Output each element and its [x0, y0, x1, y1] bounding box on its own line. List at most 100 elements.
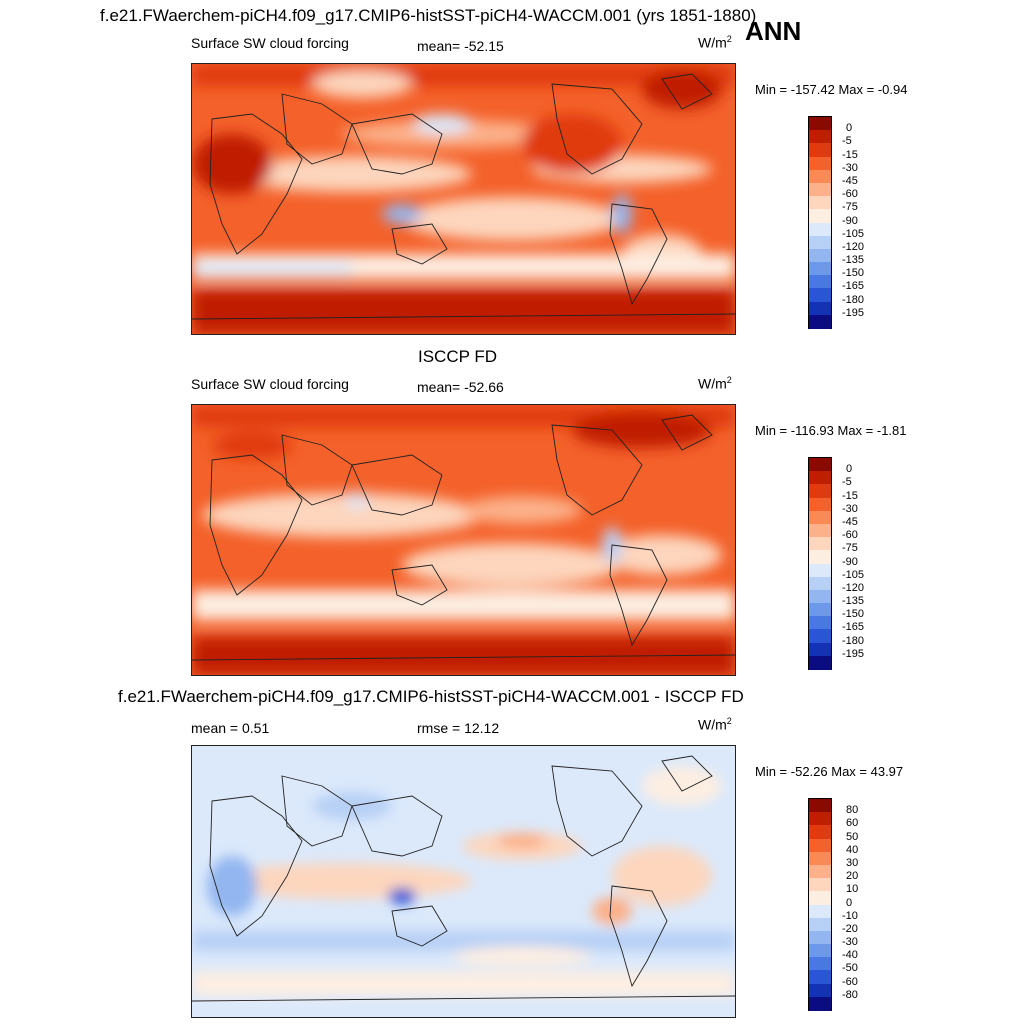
colorbar-tick-label: -165	[842, 621, 865, 634]
colorbar-tick-label: -60	[842, 529, 858, 542]
colorbar-tick-label: -105	[842, 568, 865, 581]
colorbar-tick-label: -30	[842, 502, 858, 515]
colorbar-tick-label: 0	[846, 896, 853, 909]
colorbar-swatch	[809, 904, 831, 919]
colorbar-tick-label: -150	[842, 267, 865, 280]
panel-diff-colorbar	[808, 798, 832, 1011]
colorbar-tick-label: -150	[842, 608, 865, 621]
colorbar-tick-label: -5	[842, 476, 852, 489]
colorbar-swatch	[809, 117, 831, 131]
colorbar-tick-label: 50	[846, 830, 859, 843]
colorbar-swatch	[809, 235, 831, 250]
colorbar-tick-label: -180	[842, 293, 865, 306]
colorbar-swatch	[809, 930, 831, 945]
colorbar-tick-label: -135	[842, 595, 865, 608]
colorbar-swatch	[809, 603, 831, 617]
colorbar-swatch	[809, 825, 831, 840]
colorbar-tick-label: 0	[846, 463, 853, 476]
colorbar-tick-label: -165	[842, 280, 865, 293]
colorbar-swatch	[809, 458, 831, 472]
colorbar-swatch	[809, 838, 831, 853]
colorbar-tick-label: -60	[842, 188, 858, 201]
colorbar-tick-label: 60	[846, 817, 859, 830]
panel-diff-heading: f.e21.FWaerchem-piCH4.f09_g17.CMIP6-hist…	[118, 687, 744, 706]
colorbar-swatch	[809, 156, 831, 171]
colorbar-tick-label: -30	[842, 936, 858, 949]
panel-model-units: W/m2	[698, 34, 732, 51]
panel-diff-units: W/m2	[698, 716, 732, 733]
colorbar-tick-label: -75	[842, 201, 858, 214]
colorbar-tick-label: 30	[846, 856, 859, 869]
colorbar-tick-label: -90	[842, 214, 858, 227]
colorbar-swatch	[809, 471, 831, 485]
colorbar-swatch	[809, 484, 831, 499]
panel-obs-colorbar	[808, 457, 832, 670]
panel-diff-mean: mean = 0.51	[191, 720, 270, 736]
colorbar-swatch	[809, 589, 831, 604]
colorbar-swatch	[809, 248, 831, 263]
colorbar-swatch	[809, 864, 831, 879]
colorbar-tick-label: -195	[842, 306, 865, 319]
panel-model-map	[191, 63, 736, 335]
colorbar-swatch	[809, 262, 831, 276]
colorbar-swatch	[809, 970, 831, 985]
colorbar-tick-label: -120	[842, 240, 865, 253]
colorbar-swatch	[809, 917, 831, 932]
colorbar-swatch	[809, 655, 831, 670]
colorbar-swatch	[809, 957, 831, 971]
colorbar-swatch	[809, 288, 831, 303]
colorbar-tick-label: -30	[842, 161, 858, 174]
panel-model-left-label: Surface SW cloud forcing	[191, 35, 349, 51]
colorbar-swatch	[809, 222, 831, 237]
season-label: ANN	[745, 16, 802, 46]
colorbar-swatch	[809, 275, 831, 289]
panel-model-colorbar	[808, 116, 832, 329]
colorbar-tick-label: -75	[842, 542, 858, 555]
colorbar-swatch	[809, 314, 831, 329]
colorbar-swatch	[809, 616, 831, 630]
panel-diff-minmax: Min = -52.26 Max = 43.97	[755, 764, 904, 779]
panel-obs-mean: mean= -52.66	[417, 379, 504, 395]
colorbar-tick-label: -80	[842, 988, 858, 1001]
colorbar-tick-label: -5	[842, 135, 852, 148]
panel-obs-map	[191, 404, 736, 676]
colorbar-swatch	[809, 196, 831, 210]
colorbar-swatch	[809, 851, 831, 866]
colorbar-tick-label: -40	[842, 949, 858, 962]
colorbar-swatch	[809, 576, 831, 591]
colorbar-swatch	[809, 891, 831, 905]
colorbar-tick-label: -90	[842, 555, 858, 568]
colorbar-swatch	[809, 143, 831, 158]
colorbar-swatch	[809, 812, 831, 826]
colorbar-swatch	[809, 550, 831, 564]
colorbar-tick-label: 10	[846, 883, 859, 896]
colorbar-tick-label: -195	[842, 647, 865, 660]
colorbar-swatch	[809, 563, 831, 578]
panel-diff-map	[191, 745, 736, 1018]
colorbar-tick-label: -135	[842, 254, 865, 267]
colorbar-swatch	[809, 996, 831, 1011]
colorbar-tick-label: -50	[842, 962, 858, 975]
panel-diff-rmse: rmse = 12.12	[417, 720, 500, 736]
panel-model-mean: mean= -52.15	[417, 38, 504, 54]
panel-obs-heading: ISCCP FD	[418, 347, 498, 366]
colorbar-tick-label: 0	[846, 122, 853, 135]
colorbar-swatch	[809, 130, 831, 144]
colorbar-swatch	[809, 209, 831, 223]
colorbar-tick-label: -45	[842, 174, 858, 187]
colorbar-tick-label: -60	[842, 975, 858, 988]
colorbar-tick-label: 80	[846, 804, 859, 817]
colorbar-swatch	[809, 944, 831, 958]
colorbar-swatch	[809, 182, 831, 197]
panel-obs-minmax: Min = -116.93 Max = -1.81	[755, 423, 907, 438]
colorbar-swatch	[809, 983, 831, 998]
colorbar-swatch	[809, 537, 831, 551]
colorbar-swatch	[809, 301, 831, 316]
colorbar-tick-label: -105	[842, 227, 865, 240]
colorbar-tick-label: -180	[842, 634, 865, 647]
colorbar-tick-label: -120	[842, 581, 865, 594]
panel-obs-left-label: Surface SW cloud forcing	[191, 376, 349, 392]
colorbar-swatch	[809, 642, 831, 657]
colorbar-swatch	[809, 799, 831, 813]
colorbar-swatch	[809, 510, 831, 525]
